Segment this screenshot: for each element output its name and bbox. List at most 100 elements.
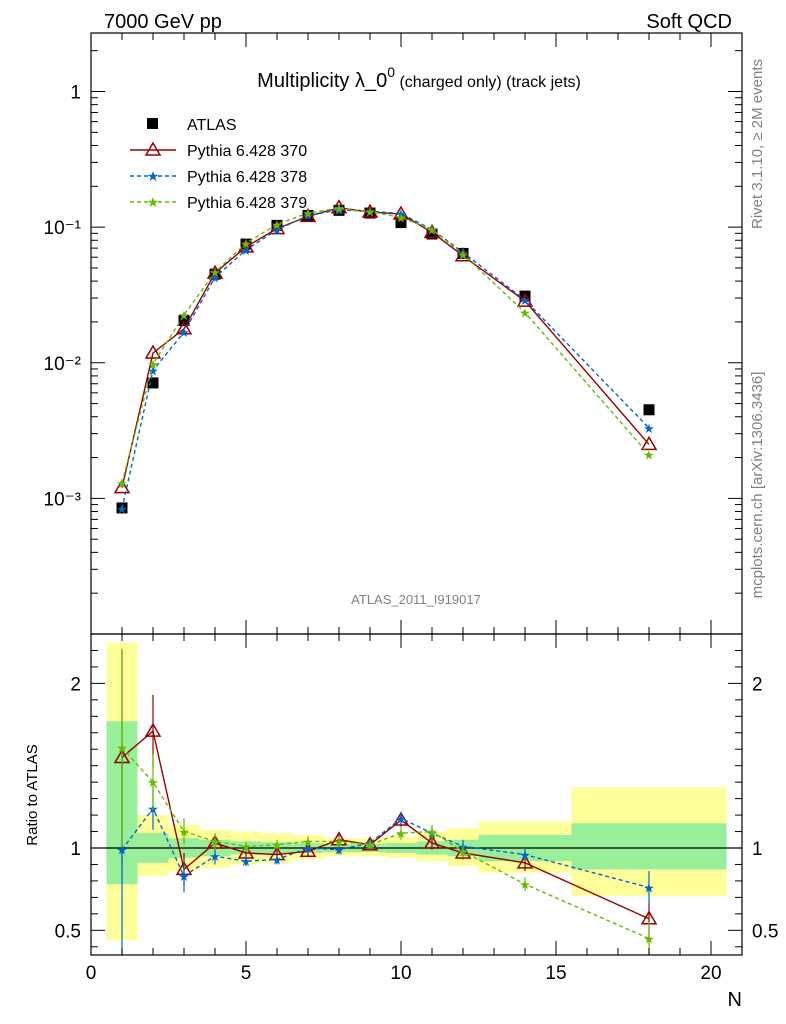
main-point-2-2: ★ <box>178 325 190 340</box>
main-point-0-7 <box>333 204 345 216</box>
main-point-3-10: ★ <box>426 223 438 238</box>
main-y-tick-label: 10⁻¹ <box>44 218 82 239</box>
main-point-2-6: ★ <box>302 208 314 223</box>
main-point-3-9: ★ <box>395 210 407 225</box>
stat-uncertainty-band-13 <box>571 823 727 870</box>
ratio-point-1-13: ★ <box>643 881 655 896</box>
main-series-2: ★★★★★★★ ★ ★ ★★★★★ <box>116 203 655 517</box>
ratio-plot-frame <box>90 633 743 956</box>
x-tick-label: 15 <box>545 963 566 984</box>
main-point-2-10: ★ <box>426 223 438 238</box>
legend-entry-pythia-378: ★ Pythia 6.428 378 <box>130 168 307 186</box>
main-y-tick-label: 1 <box>70 83 81 104</box>
analysis-label: ATLAS_2011_I919017 <box>351 592 481 607</box>
main-point-3-11: ★ <box>457 247 469 262</box>
ratio-point-1-4: ★ <box>240 854 252 869</box>
main-point-0-13 <box>643 404 655 416</box>
ratio-point-0-10 <box>423 834 441 849</box>
main-point-1-11 <box>454 247 472 262</box>
main-point-1-13 <box>640 435 658 451</box>
main-point-3-7: ★ <box>333 201 345 216</box>
main-point-3-6: ★ <box>302 206 314 221</box>
ratio-point-0-6 <box>299 842 317 858</box>
ratio-y-tick-label: 2 <box>70 674 81 695</box>
category-label: Soft QCD <box>646 11 732 33</box>
ratio-y-tick-label-right: 2 <box>752 674 763 695</box>
ratio-point-2-1: ★ <box>147 775 159 790</box>
x-tick-label: 5 <box>241 963 252 984</box>
plot-title: Multiplicity λ_00 (charged only) (track … <box>257 64 581 92</box>
ratio-y-tick-label: 1 <box>70 839 81 860</box>
main-point-0-1 <box>147 377 159 389</box>
main-y-tick-label: 10⁻³ <box>44 489 82 510</box>
ratio-point-2-4: ★ <box>240 839 252 854</box>
main-point-3-5: ★ <box>271 217 283 232</box>
ratio-y-tick-label: 0.5 <box>55 921 81 942</box>
plot-title-suffix: (charged only) (track jets) <box>395 74 581 91</box>
x-tick-label: 10 <box>390 963 411 984</box>
main-point-1-1 <box>144 344 162 359</box>
main-point-0-12 <box>519 290 531 302</box>
ratio-point-0-9 <box>392 811 410 826</box>
main-point-1-7 <box>330 199 348 214</box>
ratio-point-1-9: ★ <box>395 811 407 826</box>
ratio-point-0-11 <box>454 844 472 859</box>
main-point-1-4 <box>237 238 255 253</box>
ratio-plot: ★★★★ ★ ★★ ★ ★★★★★★★★★★ ★ ★ ★ ★ ★★ ★★★★ <box>91 648 742 955</box>
plot-title-superscript: 0 <box>387 64 395 80</box>
x-axis-label: N <box>728 989 742 1011</box>
main-point-0-8 <box>364 207 376 219</box>
main-point-1-0 <box>113 479 131 494</box>
main-point-3-13: ★ <box>643 448 655 463</box>
main-point-1-6 <box>299 207 317 223</box>
ratio-point-2-10: ★ <box>426 825 438 840</box>
legend-atlas-marker <box>147 118 158 129</box>
ratio-point-1-7: ★ <box>333 843 345 858</box>
main-series-line-2 <box>121 209 650 509</box>
ratio-point-1-6: ★ <box>302 841 314 856</box>
legend: ATLAS Pythia 6.428 370 ★ Pythia 6.428 37… <box>130 117 307 212</box>
mcplots-label: mcplots.cern.ch [arXiv:1306.3436] <box>749 372 766 599</box>
main-point-2-13: ★ <box>643 421 655 436</box>
main-point-2-1: ★ <box>147 363 159 378</box>
legend-378-label: Pythia 6.428 378 <box>187 169 307 186</box>
axes: 10⁻³10⁻²10⁻¹10 5 10 15 200.5 0.51 12 2 <box>44 32 778 984</box>
ratio-point-1-0: ★ <box>116 843 128 858</box>
main-point-2-5: ★ <box>271 223 283 238</box>
main-y-tick-label: 10⁻² <box>44 354 82 375</box>
main-point-3-2: ★ <box>178 308 190 323</box>
ratio-point-2-9: ★ <box>395 826 407 841</box>
ratio-point-1-5: ★ <box>271 853 283 868</box>
legend-370-marker <box>144 141 162 156</box>
ratio-point-2-8: ★ <box>364 838 376 853</box>
main-point-1-2 <box>175 320 193 335</box>
ratio-y-axis-label: Ratio to ATLAS <box>24 744 41 845</box>
legend-370-label: Pythia 6.428 370 <box>187 143 307 160</box>
main-point-0-10 <box>426 228 438 240</box>
ratio-series-line-2 <box>121 747 650 940</box>
ratio-point-2-2: ★ <box>178 825 190 840</box>
main-point-2-4: ★ <box>240 243 252 258</box>
main-point-1-8 <box>361 203 379 218</box>
legend-378-marker: ★ <box>147 168 160 184</box>
ratio-point-2-3: ★ <box>209 834 221 849</box>
main-point-3-4: ★ <box>240 236 252 251</box>
main-point-2-3: ★ <box>209 270 221 285</box>
main-point-1-12 <box>516 292 534 307</box>
plot-title-main: Multiplicity λ_0 <box>257 70 387 92</box>
ratio-point-2-0: ★ <box>116 741 128 756</box>
legend-379-label: Pythia 6.428 379 <box>187 195 307 212</box>
legend-379-marker: ★ <box>147 194 160 210</box>
main-series-3: ★★★★★★★ ★ ★ ★★★★★ <box>116 201 655 491</box>
ratio-point-0-1 <box>144 722 162 737</box>
ratio-point-2-7: ★ <box>333 834 345 849</box>
ratio-point-1-3: ★ <box>209 849 221 864</box>
main-point-2-11: ★ <box>457 246 469 261</box>
ratio-y-tick-label-right: 1 <box>752 839 763 860</box>
ratio-series-line-0 <box>121 729 650 920</box>
legend-atlas-label: ATLAS <box>187 117 237 134</box>
main-plot: ★★★★★★★ ★ ★ ★★★★★★★★★★★★ ★ ★ ★★★★★ <box>113 199 658 517</box>
ratio-y-tick-label-right: 0.5 <box>752 921 778 942</box>
rivet-label: Rivet 3.1.10, ≥ 2M events <box>749 59 766 229</box>
